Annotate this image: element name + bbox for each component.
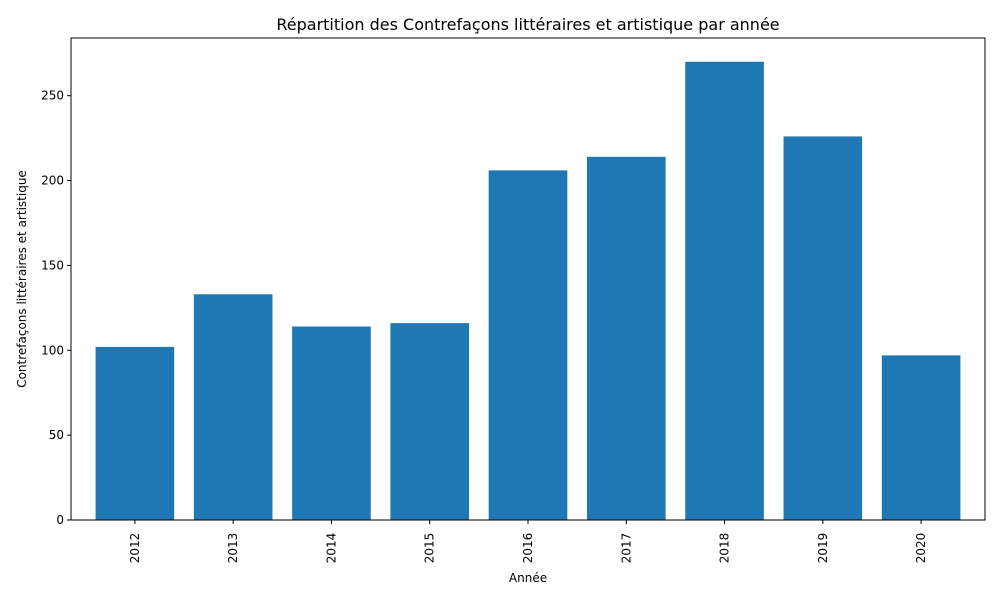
bar-2019 — [783, 136, 863, 520]
x-tick-label: 2014 — [324, 533, 338, 564]
x-tick-label: 2019 — [816, 533, 830, 564]
y-tick-label: 200 — [41, 174, 64, 188]
x-axis-label: Année — [509, 571, 547, 585]
y-axis-label: Contrefaçons littéraires et artistique — [15, 170, 29, 388]
x-tick-label: 2015 — [423, 533, 437, 564]
x-tick-label: 2013 — [226, 533, 240, 564]
bar-2013 — [193, 294, 273, 520]
y-tick-label: 150 — [41, 258, 64, 272]
x-tick-label: 2017 — [619, 533, 633, 564]
chart-title: Répartition des Contrefaçons littéraires… — [276, 15, 779, 34]
x-tick-label: 2020 — [914, 533, 928, 564]
bar-2018 — [685, 61, 764, 520]
x-tick-label: 2016 — [521, 533, 535, 564]
bars-group — [95, 61, 961, 521]
bar-2015 — [390, 323, 470, 520]
x-axis-ticks: 2012 2013 2014 2015 2016 2017 2018 2019 2020 — [128, 520, 928, 563]
bar-2016 — [488, 170, 568, 520]
y-axis-ticks: 0 50 100 150 200 250 — [41, 89, 71, 527]
y-tick-label: 100 — [41, 343, 64, 357]
bar-2017 — [586, 156, 666, 521]
x-tick-label: 2018 — [718, 533, 732, 564]
y-tick-label: 0 — [56, 513, 64, 527]
axes-frame — [70, 37, 986, 521]
x-tick-label: 2012 — [128, 533, 142, 564]
y-tick-label: 250 — [41, 89, 64, 103]
bar-2012 — [95, 346, 175, 520]
bar-2014 — [292, 326, 371, 520]
bar-2020 — [881, 355, 961, 520]
y-tick-label: 50 — [49, 428, 64, 442]
